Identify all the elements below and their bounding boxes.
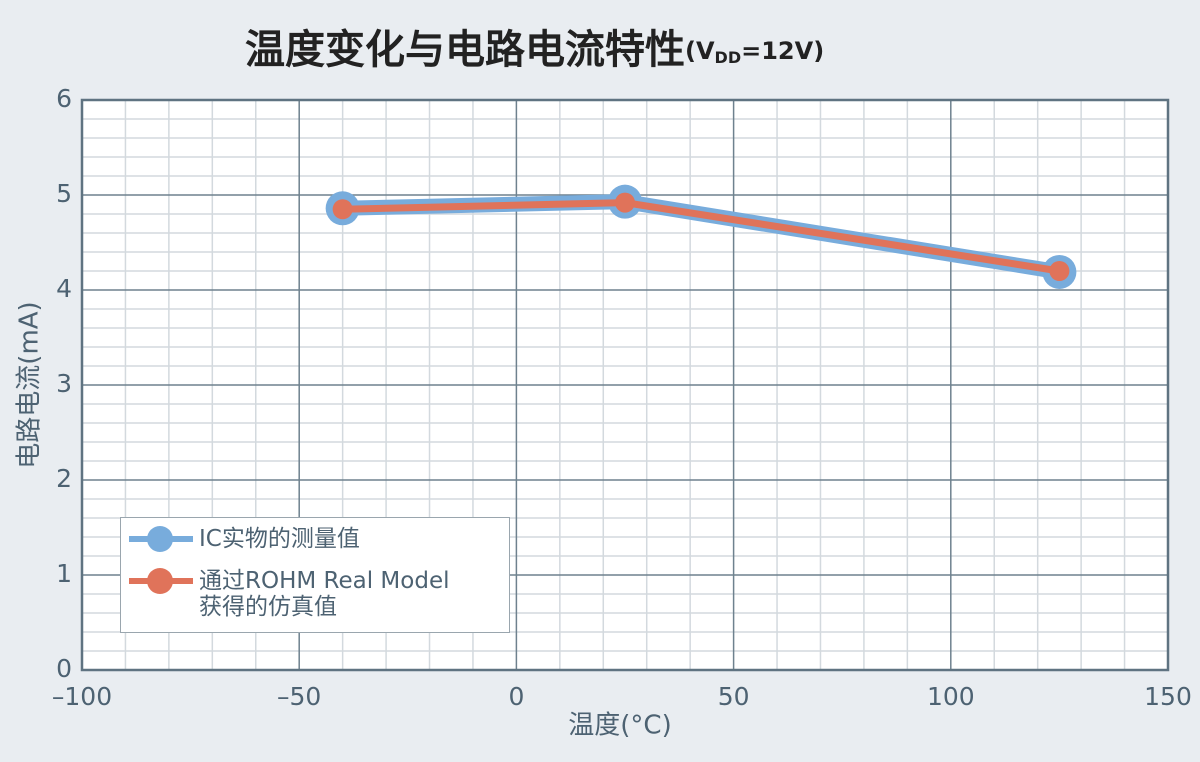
x-tick-label: 50 [718,682,750,711]
legend-symbol [129,526,193,552]
y-tick-label: 0 [56,654,72,683]
data-point [332,199,353,220]
title-prefix: (V [685,37,715,65]
title-main: 温度变化与电路电流特性 [245,27,685,73]
y-tick-label: 1 [56,559,72,588]
legend-marker [147,526,173,552]
y-tick-label: 3 [56,369,72,398]
x-axis-label: 温度(°C) [568,711,671,741]
chart-title: 温度变化与电路电流特性(VDD=12V) [245,27,824,73]
x-tick-label: –100 [52,682,112,711]
legend-marker [147,568,173,594]
y-axis-label: 电路电流(mA) [15,301,45,468]
legend: IC实物的测量值通过ROHM Real Model 获得的仿真值 [120,517,510,633]
y-tick-label: 2 [56,464,72,493]
legend-symbol [129,568,193,594]
legend-label: 通过ROHM Real Model 获得的仿真值 [199,568,450,620]
x-tick-label: –50 [277,682,321,711]
x-tick-label: 100 [927,682,975,711]
x-tick-label: 0 [508,682,524,711]
y-tick-label: 5 [56,179,72,208]
data-point [1049,261,1070,281]
title-subscript: DD [715,48,742,67]
legend-item: 通过ROHM Real Model 获得的仿真值 [121,568,449,620]
y-tick-label: 4 [56,274,72,303]
y-tick-label: 6 [56,84,72,113]
title-suffix: =12V) [741,37,824,65]
legend-label: IC实物的测量值 [199,526,360,552]
plot-frame [80,98,1170,672]
data-point [615,192,635,213]
legend-item: IC实物的测量值 [121,526,360,552]
x-tick-label: 150 [1144,682,1192,711]
